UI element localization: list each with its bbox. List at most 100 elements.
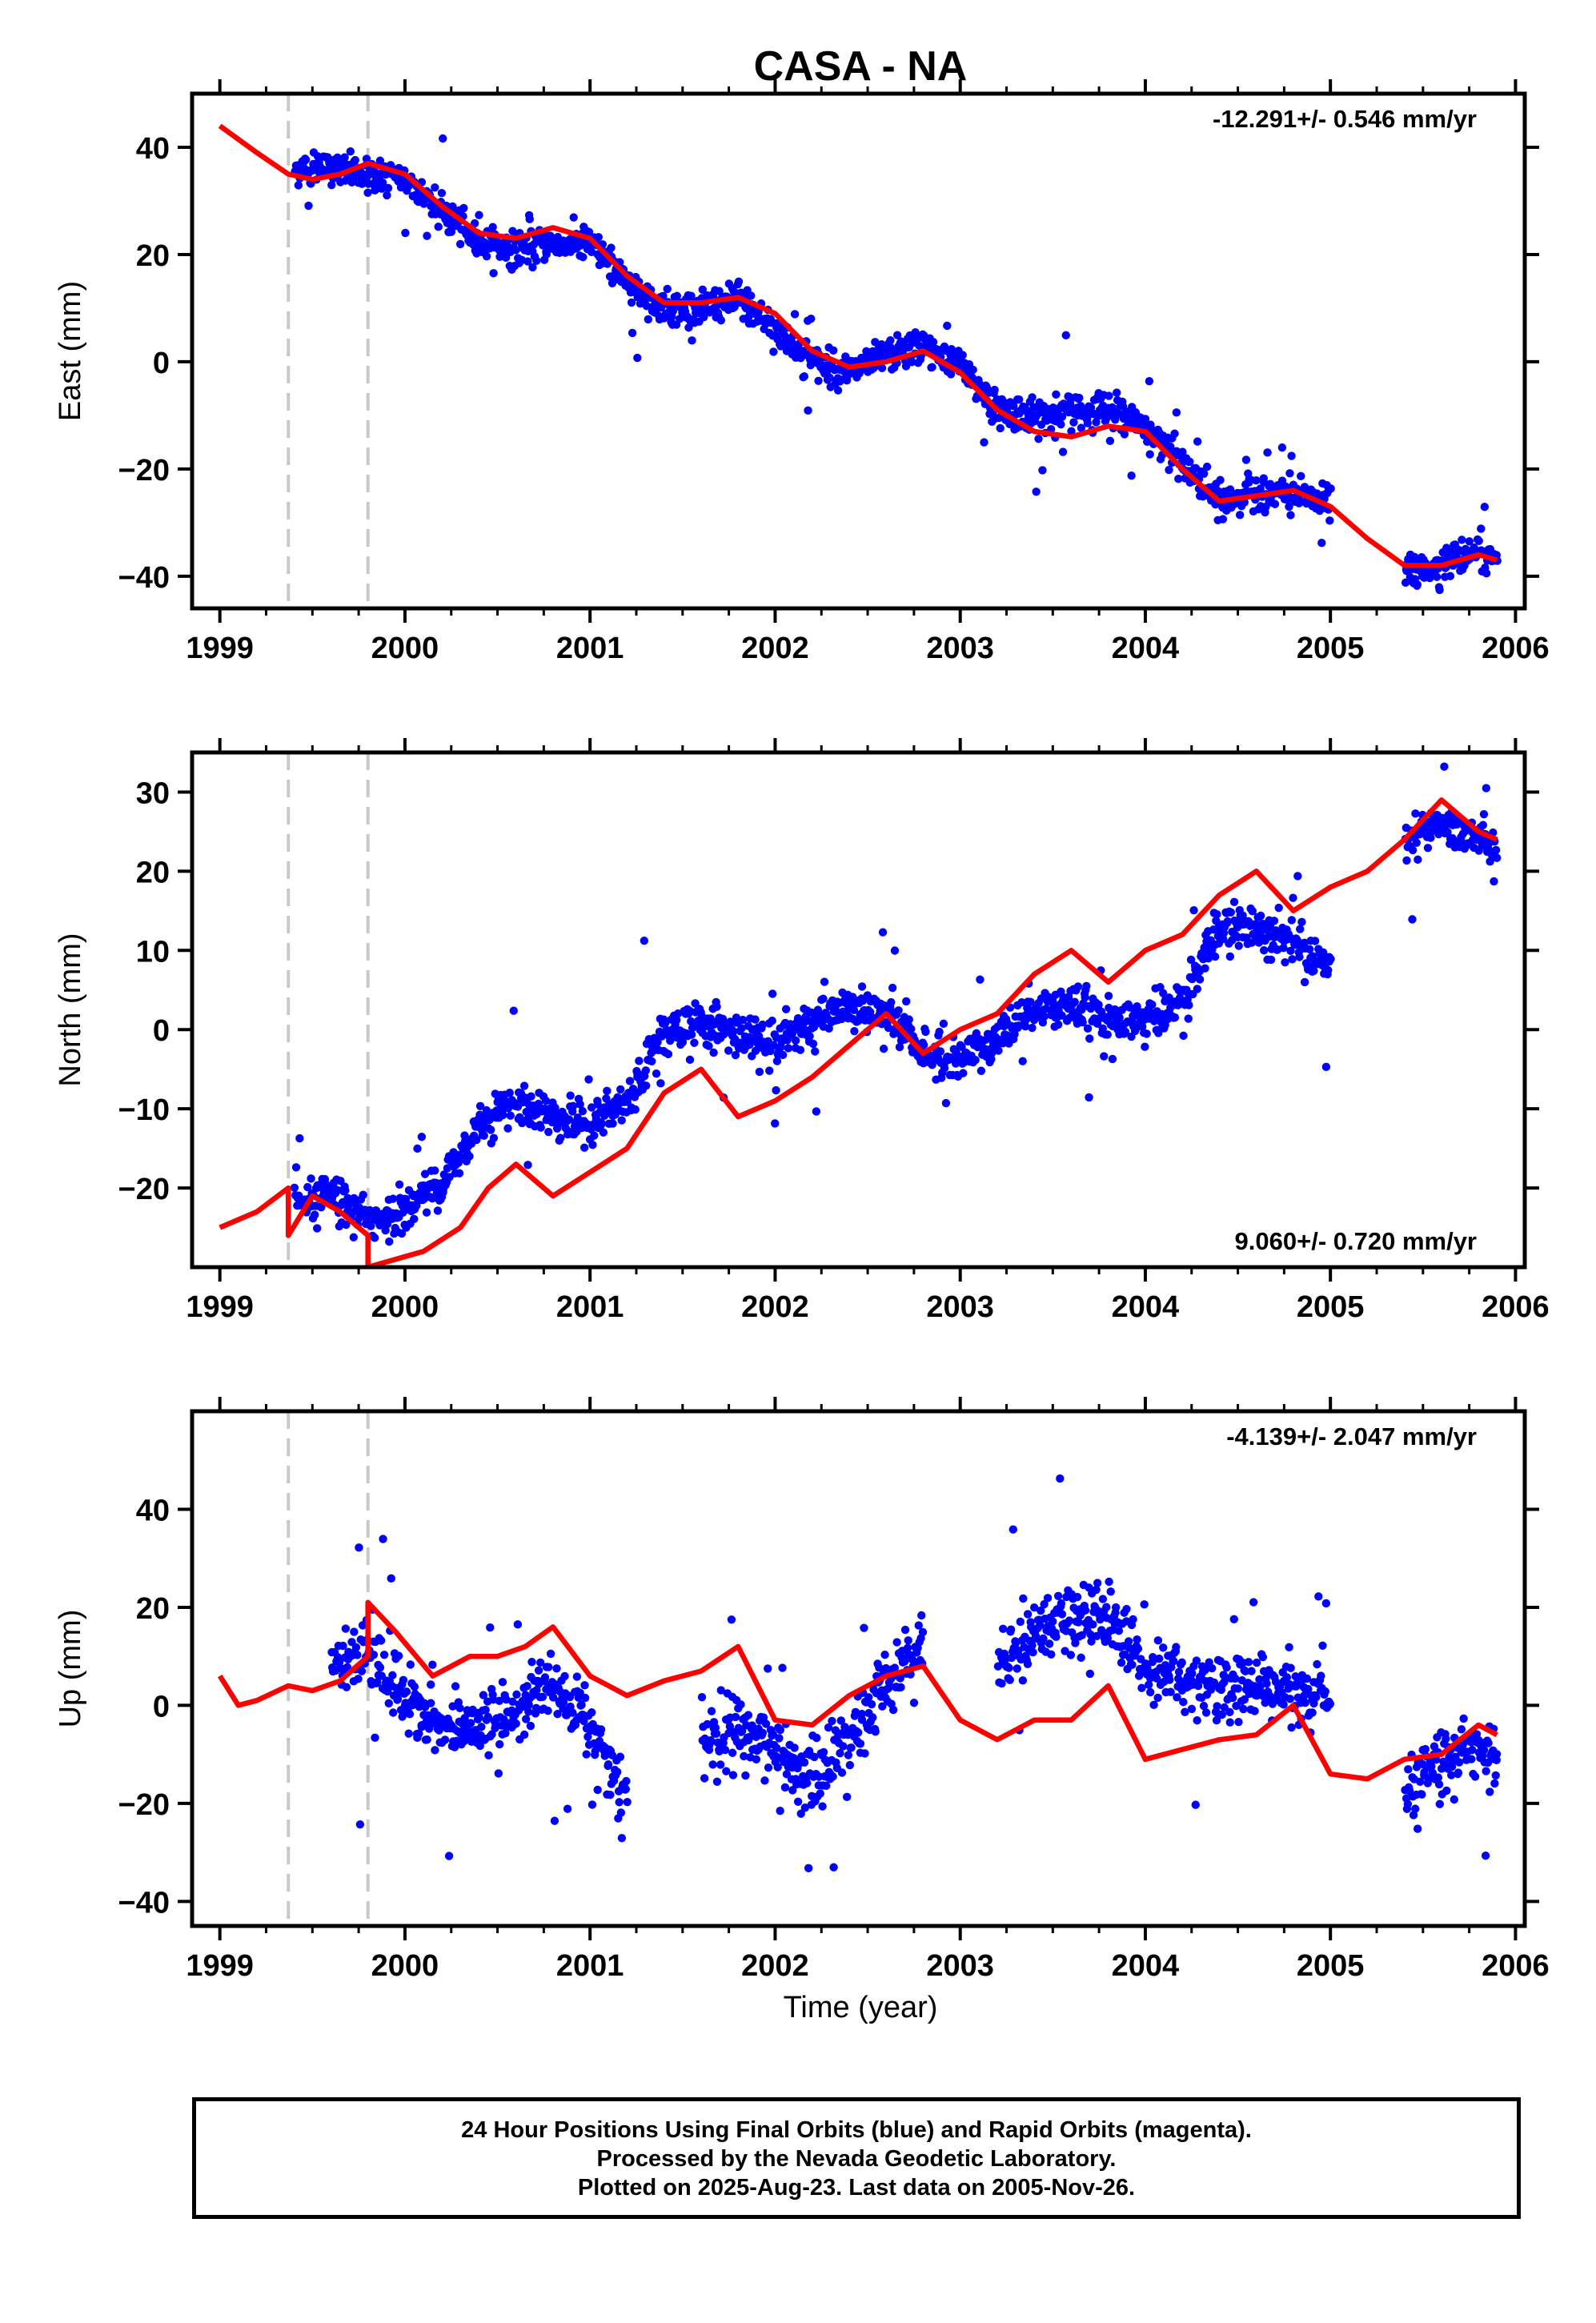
data-point	[501, 253, 511, 263]
data-point	[856, 1739, 865, 1748]
data-point	[1028, 1023, 1037, 1033]
data-point	[1454, 1768, 1463, 1777]
data-point	[788, 1786, 797, 1795]
data-point	[625, 1077, 635, 1085]
data-point	[1170, 1013, 1180, 1022]
data-point	[1248, 907, 1257, 916]
data-point	[822, 1781, 831, 1791]
data-point	[1313, 1659, 1321, 1669]
data-point	[748, 1721, 756, 1730]
x-tick-label: 2000	[371, 1290, 439, 1324]
data-point	[640, 936, 649, 945]
data-point	[1321, 1687, 1330, 1696]
data-point	[1480, 502, 1490, 512]
data-point	[685, 1055, 695, 1065]
data-point	[552, 1664, 561, 1673]
data-point	[687, 1030, 696, 1039]
data-point	[1100, 1052, 1109, 1061]
data-point	[720, 1745, 730, 1755]
data-point	[1450, 1795, 1458, 1804]
data-point	[728, 1748, 737, 1757]
data-point	[489, 269, 498, 278]
data-point	[752, 1755, 761, 1764]
data-point	[1077, 1631, 1086, 1640]
data-point	[1219, 934, 1228, 944]
data-point	[551, 1103, 559, 1112]
data-point	[1437, 1764, 1446, 1773]
x-tick-label: 2005	[1297, 1949, 1365, 1983]
data-point	[660, 1019, 670, 1028]
data-point	[900, 1657, 909, 1666]
data-point	[1159, 1643, 1168, 1652]
data-point	[410, 1682, 419, 1691]
data-point	[819, 1747, 828, 1757]
data-point	[854, 1017, 863, 1025]
data-point	[716, 1686, 725, 1695]
data-point	[747, 291, 756, 300]
data-point	[307, 1174, 315, 1183]
data-point	[606, 1791, 615, 1799]
data-point	[1023, 1610, 1033, 1619]
data-point	[405, 1710, 415, 1719]
data-point	[804, 406, 812, 415]
data-point	[359, 1190, 367, 1199]
figure-title: CASA - NA	[754, 43, 968, 90]
data-point	[1186, 955, 1196, 965]
data-point	[616, 1085, 625, 1094]
data-point	[1141, 415, 1150, 423]
data-point	[760, 1776, 769, 1785]
data-point	[1144, 1680, 1153, 1689]
data-point	[1097, 1627, 1106, 1637]
data-point	[820, 977, 829, 986]
data-point	[1049, 1617, 1057, 1626]
data-point	[993, 1662, 1003, 1671]
data-point	[339, 1641, 347, 1651]
data-point	[1270, 500, 1280, 508]
data-point	[422, 1208, 431, 1217]
y-tick-label: 10	[136, 935, 170, 969]
rate-label: -12.291+/- 0.546 mm/yr	[1213, 105, 1477, 133]
x-tick-label: 2006	[1482, 1290, 1550, 1324]
data-point	[1077, 1653, 1085, 1663]
data-point	[1443, 828, 1452, 837]
data-point	[1447, 1771, 1456, 1779]
data-point	[1228, 1693, 1237, 1703]
data-point	[1199, 469, 1209, 478]
data-point	[1216, 475, 1225, 484]
data-point	[1289, 893, 1297, 902]
data-point	[1199, 1701, 1209, 1711]
data-point	[644, 315, 653, 324]
data-point	[1028, 393, 1037, 402]
data-point	[1269, 917, 1279, 925]
data-point	[755, 1067, 764, 1077]
data-point	[417, 1133, 427, 1141]
data-point	[1098, 1595, 1108, 1603]
data-point	[716, 315, 726, 325]
data-point	[812, 1733, 821, 1743]
data-point	[1053, 1591, 1063, 1600]
data-point	[1259, 945, 1269, 955]
data-point	[1414, 855, 1422, 865]
data-point	[333, 1186, 342, 1195]
data-point	[484, 1751, 493, 1760]
data-point	[917, 1611, 926, 1620]
data-point	[433, 1206, 443, 1215]
data-point	[1070, 997, 1079, 1006]
data-point	[622, 1776, 631, 1786]
data-point	[688, 336, 696, 345]
data-point	[997, 1679, 1006, 1688]
data-point	[369, 1651, 379, 1659]
data-point	[1304, 1684, 1313, 1694]
data-point	[968, 365, 977, 375]
data-point	[346, 146, 355, 156]
data-point	[479, 1131, 488, 1140]
data-point	[384, 1699, 393, 1708]
x-tick-label: 2006	[1482, 1949, 1550, 1983]
data-point	[1065, 1616, 1074, 1625]
data-point	[1482, 784, 1491, 792]
data-point	[1016, 1617, 1025, 1627]
data-point	[563, 1804, 572, 1813]
data-point	[1286, 511, 1295, 520]
model-curve	[217, 1599, 1498, 1782]
data-point	[663, 284, 672, 294]
